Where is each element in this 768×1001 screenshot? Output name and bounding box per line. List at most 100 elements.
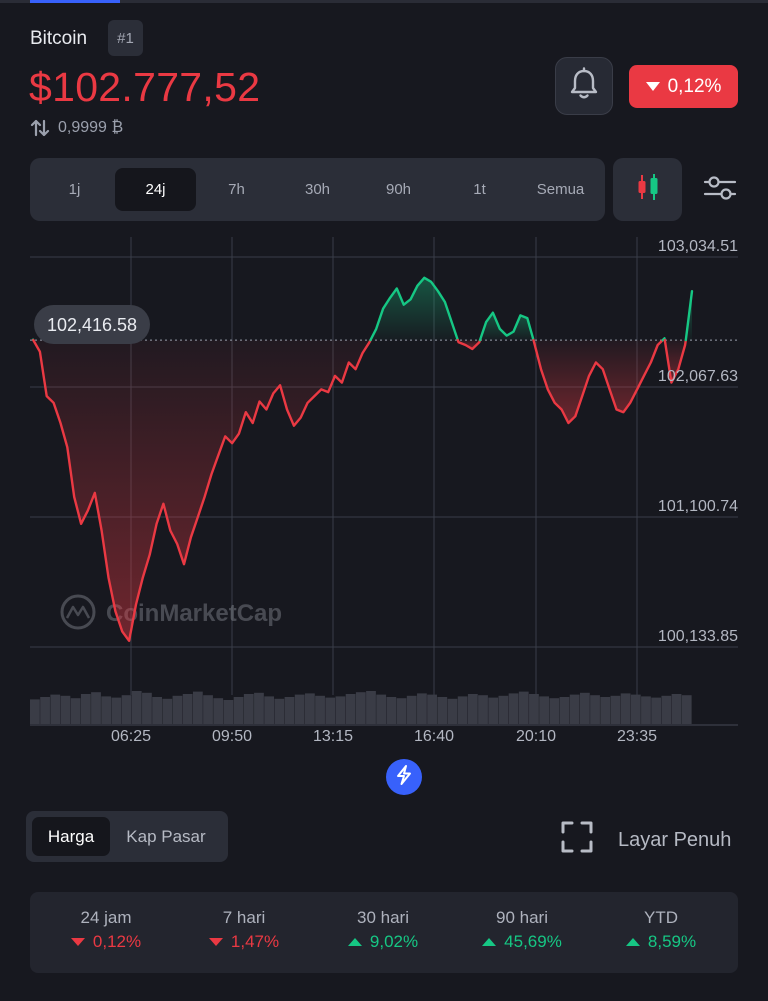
bell-icon [568,66,600,106]
volume-bar [366,691,376,724]
price-line-above [478,311,535,342]
caret-down-icon [645,76,660,98]
rank-badge: #1 [108,20,143,56]
volume-bar [80,694,91,724]
range-tab-7h[interactable]: 7h [196,168,277,211]
volume-bar [254,692,264,724]
x-tick-label: 16:40 [414,728,454,745]
coin-name: Bitcoin [30,28,88,49]
range-tab-24j[interactable]: 24j [115,168,196,211]
x-axis-labels: 06:25 09:50 13:15 16:40 20:10 23:35 [111,728,657,745]
volume-bar [70,698,81,724]
volume-bar [508,693,519,724]
volume-bar [681,695,692,724]
volume-bar [152,697,162,724]
stat-label: YTD [644,908,678,927]
stat-7-hari: 7 hari 1,47% [179,908,309,952]
volume-bar [600,697,611,724]
candlestick-icon [634,172,662,207]
toggle-label: Harga [47,826,95,846]
volume-bar [671,694,682,724]
stat-value-row: 8,59% [596,932,726,952]
coinmarketcap-logo-mark [65,605,91,619]
current-price: $102.777,52 [29,64,261,110]
volume-bar [172,695,183,724]
expand-icon [560,820,594,860]
price-line-below [663,338,687,384]
price-line-above [684,290,694,342]
stat-label: 90 hari [496,908,548,927]
volume-bar [478,695,488,724]
stat-label: 7 hari [222,908,266,927]
volume-bar [274,698,285,724]
toggle-kap-pasar[interactable]: Kap Pasar [114,817,218,856]
volume-bar [315,695,325,724]
range-tab-label: 24j [145,181,166,198]
chart-type-toggle[interactable] [613,158,682,221]
y-axis-labels: 103,034.51 102,067.63 101,100.74 100,133.85 [658,238,738,645]
volume-bar [447,698,458,724]
quick-action-button[interactable] [386,759,422,795]
area-above-reference [480,312,534,341]
active-tab-indicator [30,0,120,3]
volume-bar [192,691,203,724]
range-tab-90h[interactable]: 90h [358,168,439,211]
volume-bar [335,696,346,724]
area-below-reference [33,340,371,641]
volume-bar [427,694,437,724]
volume-bar [304,693,315,724]
volume-bar [549,698,560,724]
volume-bar [498,695,509,724]
caret-up-icon [625,938,640,946]
volume-bars [30,691,738,726]
stat-label: 24 jam [80,908,132,927]
x-tick-label: 06:25 [111,728,151,745]
volume-bar [40,697,50,724]
volume-bar [213,698,224,724]
btc-value: 0,9999 ₿ [58,119,124,136]
volume-bar [294,694,305,724]
stat-value-row: 9,02% [318,932,448,952]
volume-bar [355,692,366,724]
volume-bar [233,697,244,724]
price-change-value: 0,12% [667,75,722,97]
reference-price-label: 102,416.58 [47,315,137,335]
volume-bar [590,695,600,724]
price-alert-button[interactable] [555,57,613,115]
y-tick-label: 102,067.63 [658,368,738,385]
toggle-harga[interactable]: Harga [32,817,110,856]
volume-bar [162,698,173,724]
stat-24-jam: 24 jam 0,12% [41,908,171,952]
range-tab-label: Semua [536,181,585,198]
price-chart[interactable]: CoinMarketCap 103,034.51 102,067.63 101,10… [0,225,768,750]
range-tab-1j[interactable]: 1j [34,168,115,211]
volume-bar [111,697,122,724]
range-tab-label: 30h [304,181,331,198]
price-line-below [32,338,372,642]
range-tab-semua[interactable]: Semua [520,168,601,211]
sliders-icon [703,173,737,208]
volume-bar [539,696,550,724]
price-line-below [456,338,482,351]
volume-bar [467,694,478,724]
y-tick-label: 100,133.85 [658,628,738,645]
volume-bar [60,695,71,724]
range-tab-label: 1t [473,181,486,198]
area-below-reference [533,340,663,423]
x-tick-label: 13:15 [313,728,353,745]
range-tab-30h[interactable]: 30h [277,168,358,211]
performance-stats: 24 jam 0,12% 7 hari 1,47% 30 hari 9,02% … [30,892,738,973]
volume-bar [579,692,590,724]
volume-bar [284,697,295,724]
y-tick-label: 101,100.74 [658,498,738,515]
volume-bar [569,694,580,724]
range-tab-1t[interactable]: 1t [439,168,520,211]
btc-conversion[interactable]: 0,9999 ₿ [30,118,123,138]
fullscreen-button[interactable]: Layar Penuh [560,820,731,860]
volume-bar [50,694,61,724]
chart-settings-button[interactable] [700,170,740,210]
volume-bar [610,695,621,724]
volume-bar [142,692,152,724]
volume-bar [437,697,448,724]
price-marketcap-toggle: Harga Kap Pasar [26,811,228,862]
